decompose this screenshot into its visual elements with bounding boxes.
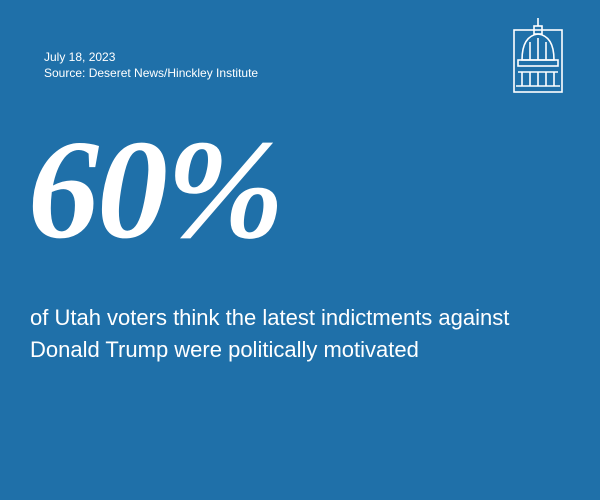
logo <box>513 18 563 93</box>
source: Source: Deseret News/Hinckley Institute <box>44 66 259 80</box>
date: July 18, 2023 <box>44 50 116 64</box>
stat: 60% <box>28 110 284 268</box>
description: of Utah voters think the latest indictme… <box>30 305 510 362</box>
